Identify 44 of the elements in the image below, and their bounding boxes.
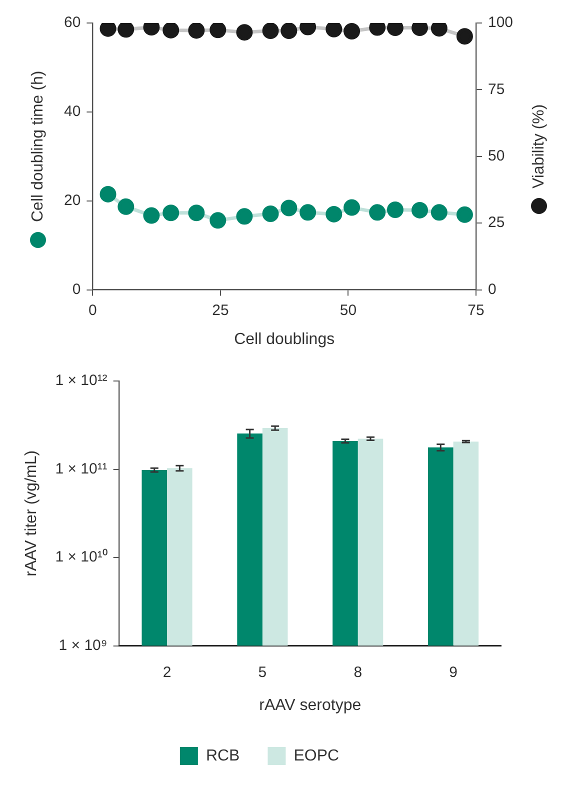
y-axis-title: rAAV titer (vg/mL)	[23, 450, 40, 576]
point	[430, 204, 448, 221]
y-tick-label: 60	[64, 14, 81, 32]
point	[280, 200, 298, 216]
y-axis-title: Cell doubling time (h)	[29, 70, 46, 222]
y-tick-label: 40	[64, 103, 81, 120]
point	[300, 204, 316, 221]
x-tick-label: 9	[449, 664, 458, 681]
y-tick-label: 1 × 10¹⁰	[55, 548, 108, 566]
y2-tick-label: 50	[488, 148, 505, 165]
point	[143, 207, 160, 224]
point	[412, 202, 428, 218]
x-tick-label: 25	[212, 302, 229, 319]
x-tick-label: 8	[354, 664, 362, 681]
point	[344, 199, 360, 216]
point	[326, 206, 342, 222]
point	[456, 206, 473, 223]
x-tick-label: 50	[340, 302, 357, 319]
point	[386, 202, 404, 218]
y2-tick-label: 0	[488, 280, 496, 298]
y-tick-label: 1 × 10¹²	[55, 372, 108, 390]
point	[369, 204, 386, 221]
x-axis-title: rAAV serotype	[259, 696, 362, 714]
y2-tick-label: 25	[488, 214, 505, 232]
y-tick-label: 0	[72, 280, 81, 298]
x-axis-title: Cell doublings	[234, 330, 335, 348]
point	[188, 204, 205, 222]
legend-label: EOPC	[294, 747, 340, 764]
x-tick-label: 75	[468, 302, 484, 319]
x-tick-label: 5	[258, 664, 267, 681]
legend-label: RCB	[206, 747, 240, 764]
y-tick-label: 1 × 10¹¹	[55, 460, 108, 478]
y2-axis-title: Viability (%)	[530, 104, 548, 188]
point	[210, 212, 226, 229]
y2-tick-label: 75	[488, 80, 505, 98]
point	[262, 206, 279, 222]
y-tick-label: 20	[64, 192, 81, 210]
y-tick-label: 1 × 10⁹	[58, 636, 108, 654]
point	[236, 208, 253, 225]
point	[100, 186, 116, 202]
point	[118, 198, 134, 215]
y2-tick-label: 100	[488, 14, 514, 32]
x-tick-label: 2	[162, 664, 172, 681]
point	[162, 204, 180, 222]
